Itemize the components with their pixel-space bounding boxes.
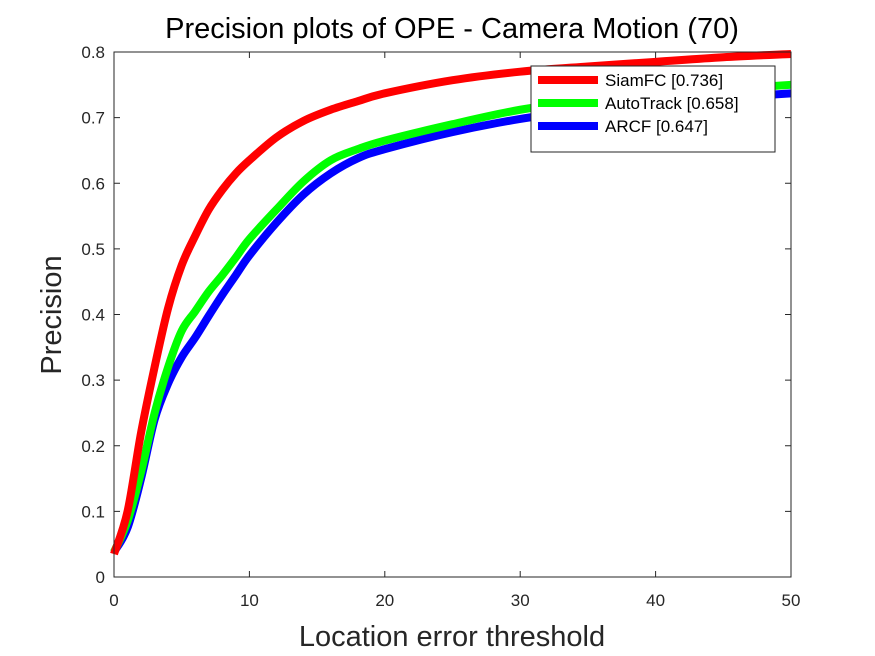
- x-tick-label: 30: [511, 591, 530, 610]
- y-tick-label: 0.5: [81, 240, 105, 259]
- x-axis-ticks: 0 10 20 30 40 50: [109, 52, 800, 610]
- y-tick-label: 0.7: [81, 109, 105, 128]
- chart-title: Precision plots of OPE - Camera Motion (…: [165, 13, 739, 45]
- x-tick-label: 10: [240, 591, 259, 610]
- x-tick-label: 40: [646, 591, 665, 610]
- x-tick-label: 50: [782, 591, 801, 610]
- legend-label-arcf: ARCF [0.647]: [605, 117, 708, 136]
- y-tick-label: 0.4: [81, 306, 105, 325]
- y-tick-label: 0: [96, 568, 105, 587]
- axes-box: [113, 51, 792, 578]
- legend-label-siamfc: SiamFC [0.736]: [605, 71, 723, 90]
- x-axis-label: Location error threshold: [299, 621, 605, 653]
- y-axis-label: Precision: [36, 255, 68, 374]
- x-tick-label: 20: [375, 591, 394, 610]
- y-tick-label: 0.6: [81, 174, 105, 193]
- legend-label-autotrack: AutoTrack [0.658]: [605, 94, 739, 113]
- legend: SiamFC [0.736] AutoTrack [0.658] ARCF [0.6…: [530, 65, 776, 153]
- y-tick-label: 0.8: [81, 43, 105, 62]
- y-tick-label: 0.2: [81, 437, 105, 456]
- x-tick-label: 0: [109, 591, 118, 610]
- y-axis-ticks: 0 0.1 0.2 0.3 0.4 0.5 0.6 0.7 0.8: [81, 43, 791, 587]
- y-tick-label: 0.1: [81, 502, 105, 521]
- y-tick-label: 0.3: [81, 371, 105, 390]
